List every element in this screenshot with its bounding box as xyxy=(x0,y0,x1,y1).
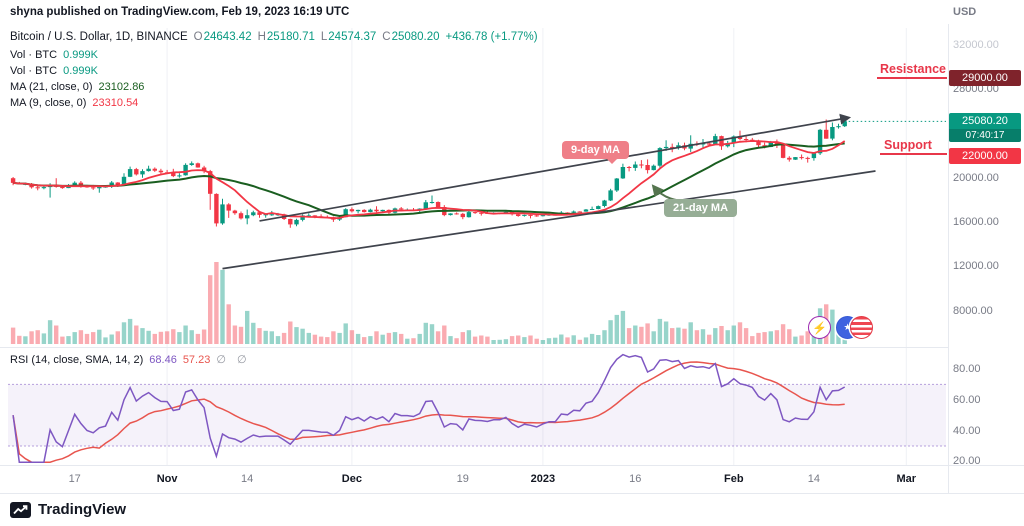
rsi-tick: 20.00 xyxy=(953,455,981,468)
volume-value: 0.999K xyxy=(63,49,98,61)
time-tick: 16 xyxy=(629,473,642,485)
resistance-label: Resistance xyxy=(880,62,947,76)
time-tick: Mar xyxy=(896,473,917,485)
flag-red-icon[interactable] xyxy=(850,316,873,339)
currency-label: USD xyxy=(953,6,977,18)
volume-label: Vol · BTC xyxy=(10,49,58,61)
rsi-value: 68.46 xyxy=(149,354,177,366)
support-price-badge: 22000.00 xyxy=(949,148,1021,164)
close-label: C xyxy=(382,31,391,43)
ma9-label: MA (9, close, 0) xyxy=(10,97,87,109)
price-tick: 12000.00 xyxy=(953,260,999,273)
symbol-title: Bitcoin / U.S. Dollar, 1D, BINANCE xyxy=(10,31,188,43)
rsi-tick: 80.00 xyxy=(953,362,981,375)
bar-countdown: 07:40:17 xyxy=(949,129,1021,142)
time-axis[interactable]: 17 Nov 14 Dec 19 2023 16 Feb 14 Mar xyxy=(0,466,948,493)
change-value: +436.78 (+1.77%) xyxy=(445,31,538,43)
volume-legend-row-1[interactable]: Vol · BTC 0.999K xyxy=(10,47,538,63)
rsi-flags: ∅ ∅ xyxy=(216,354,251,366)
high-label: H xyxy=(257,31,266,43)
ma21-legend-row[interactable]: MA (21, close, 0) 23102.86 xyxy=(10,79,538,95)
lightning-boost-icon[interactable]: ⚡ xyxy=(808,316,831,339)
support-line xyxy=(880,153,947,155)
price-tick: 20000.00 xyxy=(953,171,999,184)
close-value: 25080.20 xyxy=(391,31,440,43)
ma9-legend-row[interactable]: MA (9, close, 0) 23310.54 xyxy=(10,95,538,111)
low-value: 24574.37 xyxy=(328,31,377,43)
ma21-label: MA (21, close, 0) xyxy=(10,81,93,93)
tradingview-logomark xyxy=(10,501,31,518)
open-value: 24643.42 xyxy=(203,31,252,43)
volume-label: Vol · BTC xyxy=(10,65,58,77)
footer-bar: TradingView xyxy=(0,493,1024,526)
time-tick: 14 xyxy=(241,473,254,485)
time-tick: Dec xyxy=(341,473,362,485)
time-tick: 2023 xyxy=(530,473,556,485)
reaction-buttons: ⚡ ★ xyxy=(808,316,873,339)
support-label: Support xyxy=(884,138,932,152)
ma9-callout: 9-day MA xyxy=(562,141,629,164)
time-tick: 17 xyxy=(68,473,81,485)
ma21-callout: 21-day MA xyxy=(664,199,738,217)
rsi-signal-value: 57.23 xyxy=(182,354,211,366)
brand-name: TradingView xyxy=(38,501,127,518)
last-price-badge: 25080.20 07:40:17 xyxy=(949,113,1021,142)
rsi-tick: 60.00 xyxy=(953,393,981,406)
top-bar: shyna published on TradingView.com, Feb … xyxy=(0,0,1024,24)
rsi-legend-row[interactable]: RSI (14, close, SMA, 14, 2) 68.46 57.23 ∅ ∅ xyxy=(10,353,251,366)
volume-legend-row-2[interactable]: Vol · BTC 0.999K xyxy=(10,63,538,79)
open-label: O xyxy=(193,31,203,43)
time-tick: Nov xyxy=(156,473,178,485)
symbol-legend-row[interactable]: Bitcoin / U.S. Dollar, 1D, BINANCE O24643… xyxy=(10,29,538,45)
last-price-value: 25080.20 xyxy=(949,113,1021,129)
ma9-value: 23310.54 xyxy=(92,97,139,109)
resistance-line xyxy=(877,77,947,79)
time-tick: 14 xyxy=(807,473,821,485)
time-tick: Feb xyxy=(724,473,744,485)
rsi-tick: 40.00 xyxy=(953,424,981,437)
rsi-label: RSI (14, close, SMA, 14, 2) xyxy=(10,354,144,366)
price-tick: 8000.00 xyxy=(953,304,993,317)
volume-value: 0.999K xyxy=(63,65,98,77)
publish-caption: shyna published on TradingView.com, Feb … xyxy=(10,6,350,18)
chart-legend: Bitcoin / U.S. Dollar, 1D, BINANCE O24643… xyxy=(10,29,538,111)
price-tick: 32000.00 xyxy=(953,38,999,51)
price-axis[interactable]: 32000.00 28000.00 20000.00 16000.00 12000.00… xyxy=(948,24,1024,493)
time-tick: 19 xyxy=(456,473,469,485)
low-label: L xyxy=(320,31,328,43)
high-value: 25180.71 xyxy=(266,31,315,43)
resistance-price-badge: 29000.00 xyxy=(949,70,1021,86)
price-tick: 16000.00 xyxy=(953,216,999,229)
tradingview-logo[interactable]: TradingView xyxy=(10,501,126,518)
ma21-value: 23102.86 xyxy=(98,81,145,93)
